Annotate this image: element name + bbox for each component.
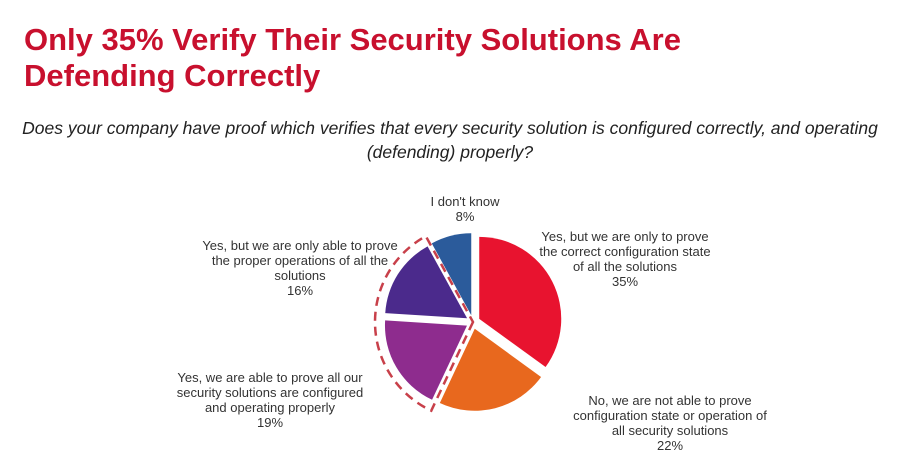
highlight-outline xyxy=(373,234,475,413)
label-slice-3: Yes, but we are only able to prove the p… xyxy=(202,238,398,298)
label-slice-0: Yes, but we are only to prove the correc… xyxy=(539,229,711,289)
pie-slice-2 xyxy=(384,320,467,400)
chart-title: Only 35% Verify Their Security Solutions… xyxy=(24,22,681,93)
pie-slice-4 xyxy=(431,233,472,316)
label-slice-2: Yes, we are able to prove all our securi… xyxy=(176,370,364,430)
label-slice-4: I don't know 8% xyxy=(430,194,500,224)
pie-slice-3 xyxy=(385,246,468,319)
chart-subtitle: Does your company have proof which verif… xyxy=(22,118,878,162)
label-slice-1: No, we are not able to prove configurati… xyxy=(573,393,767,453)
pie-slice-1 xyxy=(439,328,542,411)
pie-slice-0 xyxy=(479,236,562,368)
